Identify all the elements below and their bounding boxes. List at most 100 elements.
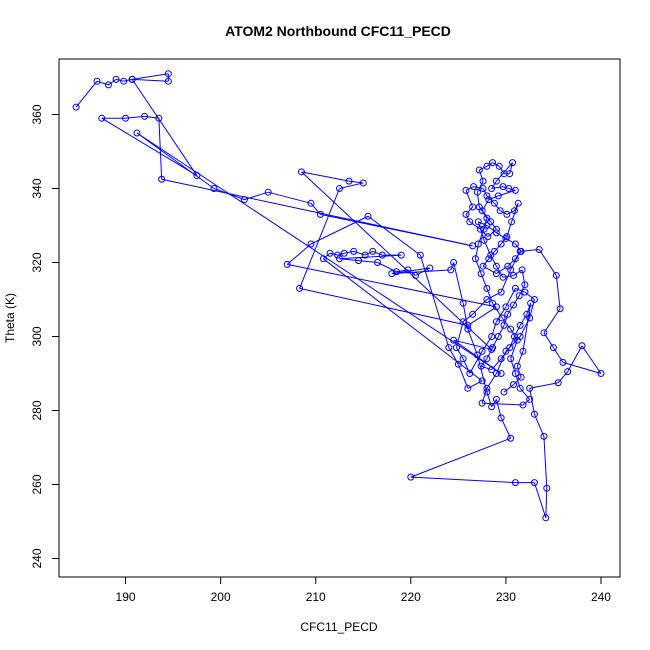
data-point: [500, 388, 508, 396]
data-point: [393, 268, 401, 276]
data-point: [319, 255, 327, 263]
data-point: [515, 292, 523, 300]
data-point: [578, 342, 586, 350]
data-point: [504, 262, 512, 270]
data-point: [511, 370, 519, 377]
x-tick-label: 240: [591, 590, 611, 604]
data-point: [488, 185, 496, 192]
chart-title: ATOM2 Northbound CFC11_PECD: [225, 23, 451, 39]
x-tick-label: 190: [116, 590, 136, 604]
data-point: [488, 366, 496, 374]
series-line-segment: [131, 79, 198, 176]
series-line-segment: [503, 314, 509, 326]
y-tick-label: 320: [30, 252, 44, 272]
series-line-segment: [503, 384, 514, 393]
data-point: [155, 114, 163, 122]
data-point: [492, 370, 500, 377]
data-point: [509, 159, 517, 167]
data-point: [334, 251, 342, 259]
data-point: [464, 325, 472, 333]
data-point: [521, 281, 529, 289]
data-point: [450, 259, 458, 266]
series-line-segment: [474, 243, 479, 259]
series-line-segment: [581, 345, 602, 374]
series-line-segment: [482, 265, 497, 275]
data-point: [502, 234, 510, 242]
series-line-segment: [410, 476, 516, 484]
series-line-segment: [498, 166, 505, 174]
data-point: [492, 270, 500, 278]
series-line-segment: [513, 295, 520, 306]
data-point: [361, 251, 369, 259]
data-point: [412, 271, 420, 279]
data-point: [497, 288, 505, 296]
data-point: [210, 185, 218, 192]
data-point: [559, 358, 567, 366]
series-line-segment: [500, 417, 512, 439]
series-line-segment: [492, 162, 500, 167]
data-point: [478, 399, 486, 407]
series-line-segment: [494, 202, 501, 212]
data-point: [511, 479, 519, 487]
data-point: [507, 325, 515, 333]
data-point: [462, 186, 470, 194]
data-point: [487, 251, 495, 259]
data-point: [492, 395, 500, 403]
data-point: [513, 362, 521, 370]
data-point: [507, 434, 515, 442]
data-point: [483, 222, 491, 229]
series-line-segment: [533, 482, 547, 518]
series-line-segment: [480, 358, 488, 367]
series-line-segment: [323, 252, 331, 260]
series-line-segment: [465, 206, 473, 215]
series-line-segment: [499, 210, 508, 215]
series-line-segment: [557, 371, 569, 384]
y-tick-label: 240: [30, 548, 44, 568]
series-line-segment: [101, 117, 198, 176]
series-line-segment: [450, 262, 455, 271]
data-point: [483, 284, 491, 292]
plot-area: [72, 70, 605, 522]
series-line-segment: [301, 171, 350, 182]
data-point: [193, 172, 201, 180]
data-point: [495, 162, 503, 170]
series-line-segment: [123, 78, 133, 82]
series-line-segment: [481, 365, 492, 371]
data-point: [516, 321, 524, 329]
data-point: [283, 260, 291, 268]
series-line-segment: [515, 251, 522, 260]
series-line-segment: [268, 191, 312, 204]
data-point: [523, 310, 531, 318]
y-tick-label: 340: [30, 178, 44, 198]
series-line-segment: [481, 199, 490, 211]
data-point: [478, 347, 486, 355]
series-line-segment: [132, 78, 169, 82]
data-point: [133, 129, 141, 137]
data-point: [508, 218, 516, 226]
series-line-segment: [286, 243, 312, 265]
series-line-segment: [115, 78, 124, 82]
series-line-segment: [509, 162, 514, 174]
data-point: [479, 185, 487, 192]
data-point: [307, 199, 315, 207]
data-point: [492, 262, 500, 270]
series-line-segment: [515, 243, 522, 252]
data-point: [464, 321, 472, 329]
data-point: [497, 240, 505, 248]
data-point: [452, 344, 460, 352]
data-point: [164, 77, 172, 85]
data-point: [164, 70, 172, 78]
data-point: [488, 403, 496, 411]
x-tick-label: 230: [496, 590, 516, 604]
series-line-segment: [348, 180, 364, 184]
data-point: [516, 384, 524, 392]
data-point: [507, 355, 515, 363]
data-point: [350, 247, 358, 255]
series-line-segment: [453, 262, 464, 304]
data-point: [326, 249, 334, 257]
series-line-segment: [462, 303, 469, 330]
series-line-segment: [519, 314, 528, 326]
x-tick-label: 210: [306, 590, 326, 604]
data-point: [462, 210, 470, 218]
series-line-segment: [515, 287, 526, 293]
